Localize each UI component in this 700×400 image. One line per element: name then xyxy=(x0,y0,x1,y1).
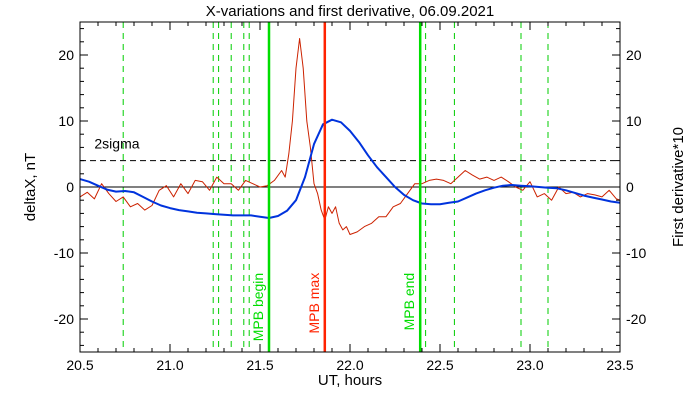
y-tick-label-left-1: 10 xyxy=(58,113,74,129)
x-tick-label-2: 21.5 xyxy=(246,357,273,373)
y-tick-label-right-3: -10 xyxy=(626,245,646,261)
y-axis-label-right: First derivative*10 xyxy=(670,127,687,247)
x-tick-label-5: 23.0 xyxy=(516,357,543,373)
x-tick-label-6: 23.5 xyxy=(606,357,633,373)
x-tick-label-4: 22.5 xyxy=(426,357,453,373)
y-axis-ticks: 20 20 10 10 0 0 -10 -10 -20 -20 xyxy=(54,28,646,346)
y-tick-label-right-1: 10 xyxy=(626,113,642,129)
x-tick-label-3: 22.0 xyxy=(336,357,363,373)
x-tick-label-0: 20.5 xyxy=(66,357,93,373)
y-tick-label-right-0: 20 xyxy=(626,47,642,63)
y-tick-label-right-2: 0 xyxy=(626,179,634,195)
y-tick-label-left-0: 20 xyxy=(58,47,74,63)
y-axis-label-left: deltaX, nT xyxy=(22,153,39,221)
series-deltaX xyxy=(79,118,621,219)
y-tick-label-left-2: 0 xyxy=(66,179,74,195)
x-axis-label: UT, hours xyxy=(318,372,382,389)
y-tick-label-right-4: -20 xyxy=(626,311,646,327)
event-vline-group: MPB begin MPB max MPB end xyxy=(250,22,422,352)
event-label-0: MPB begin xyxy=(250,273,266,341)
x-axis-ticks: 20.5 21.0 21.5 22.0 22.5 23.0 23.5 xyxy=(66,22,634,373)
reference-lines: 2sigma xyxy=(80,136,620,188)
y-tick-label-left-4: -20 xyxy=(54,311,74,327)
series-group xyxy=(79,38,621,235)
y-tick-label-left-3: -10 xyxy=(54,245,74,261)
series-derivative xyxy=(79,38,621,235)
event-label-2: MPB end xyxy=(401,273,417,331)
chart-title: X-variations and first derivative, 06.09… xyxy=(206,3,495,20)
event-label-1: MPB max xyxy=(306,273,322,334)
sigma-label: 2sigma xyxy=(94,136,139,152)
x-tick-label-1: 21.0 xyxy=(156,357,183,373)
